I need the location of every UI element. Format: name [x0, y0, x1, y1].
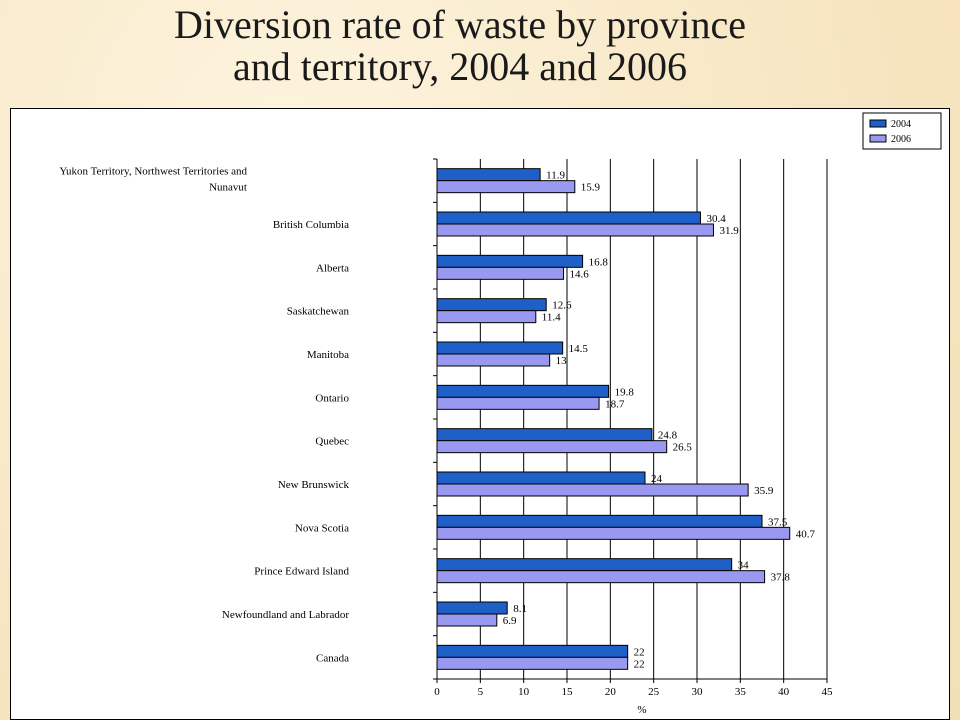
- bar-2004: [436, 254, 584, 268]
- data-label: 26.5: [673, 442, 693, 454]
- data-label: 37.8: [771, 572, 791, 584]
- bar-2006: [436, 396, 600, 410]
- grid-layer: [436, 159, 828, 679]
- legend-swatch-2004: [869, 119, 887, 128]
- category-label: Prince Edward Island: [254, 566, 349, 578]
- data-label: 11.4: [542, 312, 561, 324]
- category-label: Newfoundland and Labrador: [222, 609, 349, 621]
- legend-box: [862, 112, 942, 150]
- data-label: 37.5: [768, 516, 788, 528]
- x-tick-label: 5: [478, 686, 484, 698]
- data-label: 12.6: [552, 300, 572, 312]
- bar-2006: [436, 526, 791, 540]
- category-label: Saskatchewan: [287, 306, 350, 318]
- axis-layer: 0 5 10 15 20 25 30 35 40 45%: [433, 158, 834, 716]
- x-tick-label: 25: [648, 686, 660, 698]
- data-label: 24: [651, 473, 663, 485]
- bar-chart: 11.9 15.9 Yukon Territory, Northwest Terri…: [59, 112, 942, 716]
- data-label: 22: [634, 646, 645, 658]
- bar-2004: [436, 384, 610, 398]
- bar-2006: [436, 266, 565, 280]
- legend: 2004 2006: [862, 112, 942, 150]
- chart-panel: 11.9 15.9 Yukon Territory, Northwest Terri…: [10, 108, 950, 720]
- data-label: 14.6: [570, 268, 590, 280]
- bar-2004: [436, 428, 653, 442]
- bar-2004: [436, 514, 763, 528]
- bar-2006: [436, 656, 629, 670]
- bar-2006: [436, 353, 551, 367]
- data-label: 15.9: [581, 182, 601, 194]
- title-line-2: and territory, 2004 and 2006: [233, 44, 687, 89]
- category-label: Yukon Territory, Northwest Territories a…: [59, 166, 247, 178]
- data-label: 31.9: [719, 225, 739, 237]
- data-label: 30.4: [706, 213, 726, 225]
- category-label: Alberta: [316, 262, 349, 274]
- data-label: 34: [738, 560, 750, 572]
- data-label: 6.9: [503, 615, 517, 627]
- category-label: British Columbia: [273, 219, 349, 231]
- category-label: Manitoba: [307, 349, 349, 361]
- category-label: New Brunswick: [278, 479, 350, 491]
- bar-2004: [436, 298, 547, 312]
- data-label: 35.9: [754, 485, 774, 497]
- x-tick-label: 10: [518, 686, 530, 698]
- data-label: 8.1: [513, 603, 527, 615]
- data-label: 11.9: [546, 170, 565, 182]
- bar-2006: [436, 180, 576, 194]
- data-label: 16.8: [589, 256, 609, 268]
- category-label: Quebec: [315, 436, 349, 448]
- x-tick-label: 0: [434, 686, 440, 698]
- bar-2006: [436, 483, 749, 497]
- bar-2004: [436, 168, 541, 182]
- data-label: 24.8: [658, 430, 678, 442]
- x-tick-label: 15: [562, 686, 574, 698]
- slide-title: Diversion rate of waste by province and …: [0, 0, 920, 88]
- legend-label: 2004: [891, 119, 911, 130]
- label-layer: 11.9 15.9 Yukon Territory, Northwest Terri…: [59, 166, 815, 671]
- x-tick-label: 20: [605, 686, 617, 698]
- x-tick-label: 40: [778, 686, 790, 698]
- bar-layer: [436, 168, 791, 670]
- data-label: 19.8: [615, 386, 635, 398]
- data-label: 18.7: [605, 398, 625, 410]
- bar-2004: [436, 601, 508, 615]
- bar-2004: [436, 558, 733, 572]
- category-label: Nunavut: [209, 182, 247, 194]
- legend-swatch-2006: [869, 134, 887, 143]
- data-label: 40.7: [796, 528, 816, 540]
- bar-2006: [436, 440, 668, 454]
- x-tick-label: 45: [822, 686, 834, 698]
- x-axis-label: %: [637, 704, 646, 716]
- bar-2006: [436, 613, 498, 627]
- bar-2004: [436, 211, 701, 225]
- x-tick-label: 35: [735, 686, 747, 698]
- title-line-1: Diversion rate of waste by province: [173, 2, 747, 47]
- category-label: Canada: [316, 652, 349, 664]
- category-label: Nova Scotia: [295, 522, 349, 534]
- bar-2006: [436, 570, 766, 584]
- category-label: Ontario: [315, 392, 349, 404]
- legend-label: 2006: [891, 134, 911, 145]
- bar-2006: [436, 223, 714, 237]
- bar-2004: [436, 341, 564, 355]
- bar-2006: [436, 310, 537, 324]
- bar-2004: [436, 471, 646, 485]
- data-label: 22: [634, 658, 645, 670]
- data-label: 13: [556, 355, 568, 367]
- data-label: 14.5: [569, 343, 589, 355]
- x-tick-label: 30: [692, 686, 704, 698]
- bar-2004: [436, 644, 629, 658]
